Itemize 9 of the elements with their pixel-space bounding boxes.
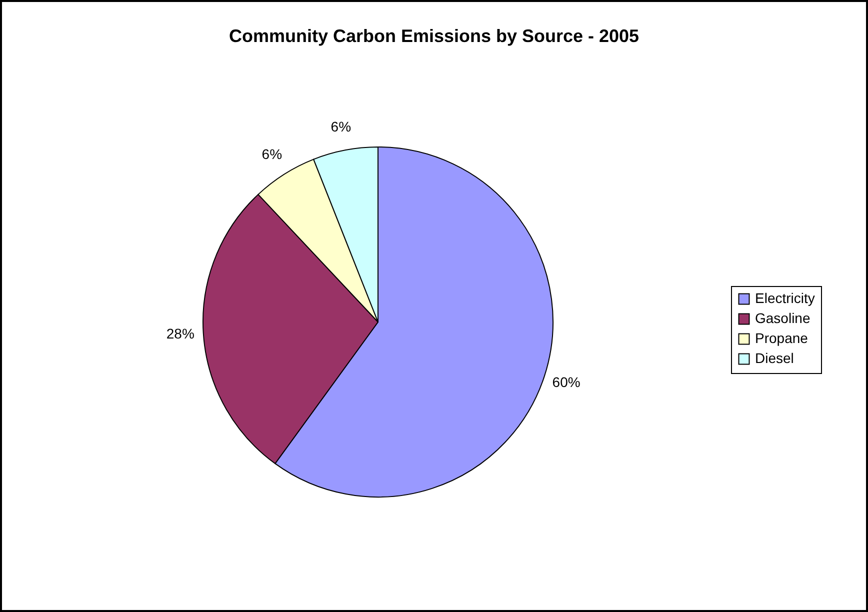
data-label: 60% <box>552 374 580 390</box>
chart-title: Community Carbon Emissions by Source - 2005 <box>228 26 640 46</box>
data-label: 6% <box>262 146 282 162</box>
data-label: 28% <box>166 325 194 342</box>
legend-label: Propane <box>755 330 808 346</box>
data-label: 6% <box>330 118 352 135</box>
legend-label: Gasoline <box>755 310 810 326</box>
legend-label: Diesel <box>755 350 794 366</box>
legend-label: Electricity <box>755 290 815 306</box>
